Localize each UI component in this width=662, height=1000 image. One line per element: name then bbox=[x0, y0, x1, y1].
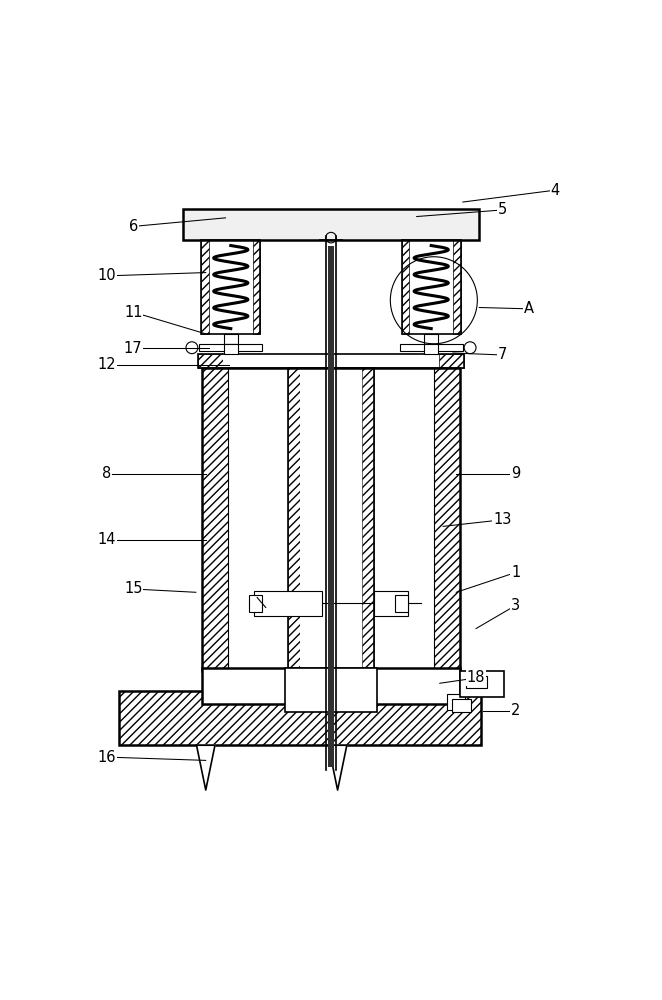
Bar bbox=[424, 344, 438, 354]
Text: 5: 5 bbox=[498, 202, 507, 217]
Circle shape bbox=[186, 342, 198, 354]
Bar bbox=[249, 595, 261, 612]
Bar bbox=[285, 668, 377, 712]
Bar bbox=[453, 240, 461, 334]
Bar bbox=[201, 240, 260, 334]
Text: 4: 4 bbox=[551, 183, 560, 198]
Polygon shape bbox=[197, 745, 215, 790]
Bar bbox=[300, 368, 362, 678]
Bar bbox=[424, 334, 438, 344]
Bar bbox=[439, 354, 464, 368]
Bar bbox=[395, 595, 408, 612]
Bar bbox=[198, 354, 464, 368]
Bar bbox=[402, 240, 410, 334]
Text: 13: 13 bbox=[493, 512, 512, 527]
Bar bbox=[362, 368, 374, 678]
Bar bbox=[288, 368, 374, 678]
Bar bbox=[328, 246, 334, 767]
Text: 10: 10 bbox=[97, 268, 116, 283]
Text: 3: 3 bbox=[511, 598, 520, 613]
Bar bbox=[223, 354, 439, 368]
Bar bbox=[402, 240, 461, 334]
Text: 14: 14 bbox=[97, 532, 116, 547]
Text: 9: 9 bbox=[511, 466, 520, 481]
Text: 8: 8 bbox=[102, 466, 111, 481]
Bar bbox=[254, 591, 322, 616]
Bar bbox=[201, 240, 209, 334]
Text: 1: 1 bbox=[511, 565, 520, 580]
Text: 6: 6 bbox=[128, 219, 138, 234]
Bar bbox=[224, 344, 238, 354]
Bar bbox=[199, 344, 262, 351]
Bar bbox=[203, 368, 459, 671]
Text: 2: 2 bbox=[511, 703, 520, 718]
Text: 12: 12 bbox=[97, 357, 116, 372]
Bar bbox=[203, 368, 228, 671]
Bar bbox=[374, 591, 408, 616]
Bar bbox=[434, 368, 459, 671]
Bar bbox=[198, 354, 223, 368]
Bar bbox=[451, 699, 471, 712]
Bar bbox=[447, 694, 465, 710]
Text: 15: 15 bbox=[124, 581, 142, 596]
Text: 17: 17 bbox=[124, 341, 142, 356]
Text: 18: 18 bbox=[467, 670, 485, 685]
Bar bbox=[203, 668, 459, 704]
Bar bbox=[183, 209, 479, 240]
Text: 7: 7 bbox=[498, 347, 507, 362]
Bar bbox=[118, 691, 481, 745]
Bar bbox=[224, 334, 238, 344]
Bar bbox=[118, 691, 481, 745]
Bar bbox=[288, 368, 300, 678]
Bar bbox=[466, 676, 487, 688]
Bar bbox=[400, 344, 463, 351]
Text: A: A bbox=[524, 301, 534, 316]
Bar bbox=[459, 671, 504, 697]
Text: 16: 16 bbox=[97, 750, 116, 765]
Bar bbox=[252, 240, 260, 334]
Polygon shape bbox=[328, 745, 347, 790]
Circle shape bbox=[464, 342, 476, 354]
Text: 11: 11 bbox=[124, 305, 142, 320]
